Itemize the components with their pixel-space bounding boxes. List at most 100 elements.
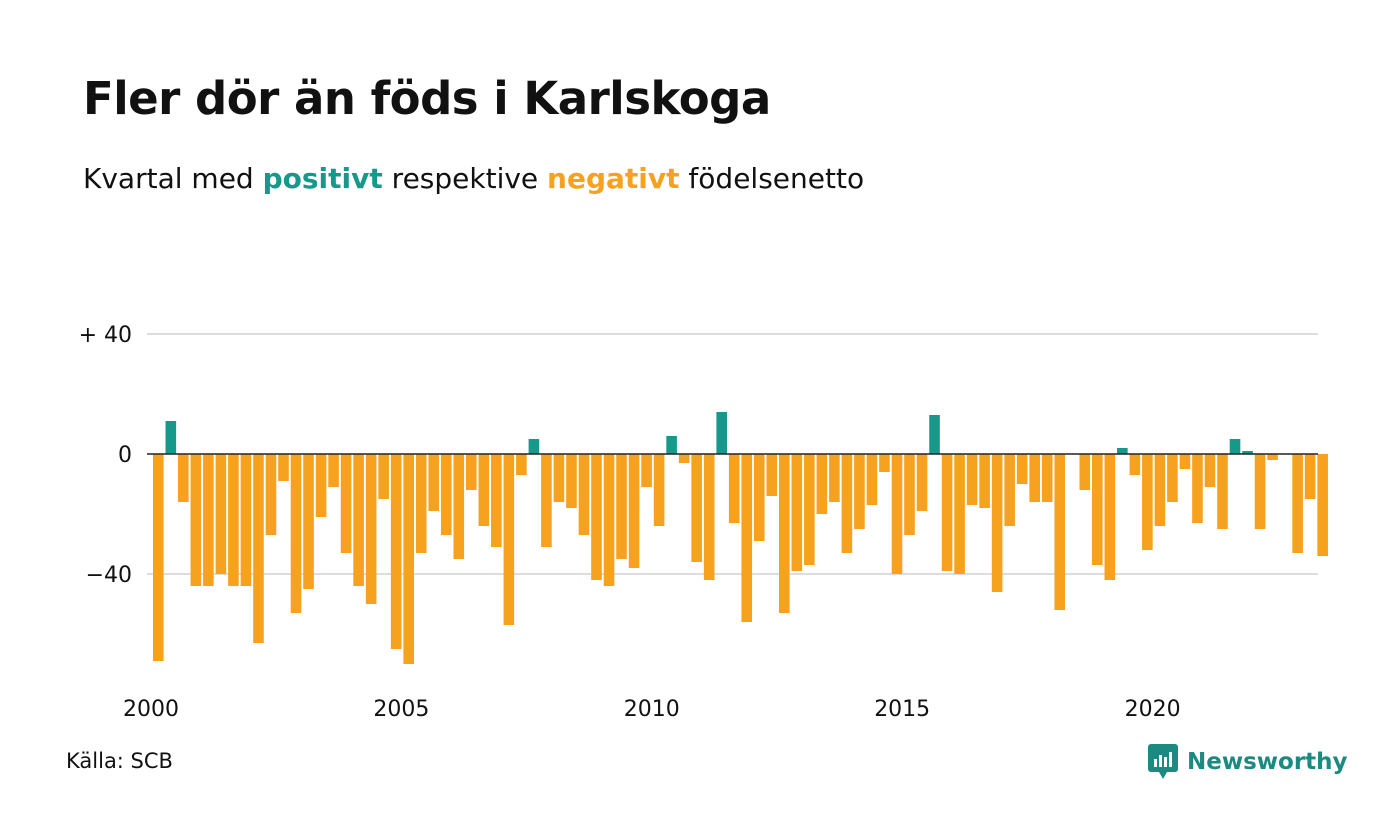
bar-negative bbox=[553, 454, 565, 502]
bar-negative bbox=[1204, 454, 1216, 487]
bar-positive bbox=[716, 412, 727, 454]
chart-title: Fler dör än föds i Karlskoga bbox=[83, 72, 771, 125]
bar-negative bbox=[453, 454, 465, 559]
bar-negative bbox=[240, 454, 252, 586]
subtitle-positive-label: positivt bbox=[262, 162, 383, 195]
bar-negative bbox=[228, 454, 239, 586]
bar-positive bbox=[666, 436, 677, 454]
bar-negative bbox=[1267, 454, 1278, 460]
bar-positive bbox=[1117, 448, 1128, 454]
bar-negative bbox=[991, 454, 1003, 592]
bar-negative bbox=[1167, 454, 1178, 502]
bar-positive bbox=[528, 439, 540, 454]
bar-negative bbox=[804, 454, 815, 565]
subtitle-negative-label: negativt bbox=[547, 162, 680, 195]
x-tick-label: 2005 bbox=[373, 697, 429, 722]
bar-negative bbox=[1304, 454, 1316, 499]
bar-negative bbox=[428, 454, 440, 511]
bar-negative bbox=[741, 454, 753, 622]
bar-negative bbox=[628, 454, 640, 568]
bar-negative bbox=[1179, 454, 1191, 469]
x-tick-label: 2010 bbox=[624, 697, 680, 722]
bar-negative bbox=[954, 454, 965, 574]
bar-negative bbox=[591, 454, 602, 580]
bar-negative bbox=[1154, 454, 1166, 526]
y-tick-label: 0 bbox=[118, 443, 132, 468]
bar-negative bbox=[478, 454, 490, 526]
grid-lines bbox=[147, 333, 1318, 575]
bar-negative bbox=[203, 454, 214, 586]
bar-negative bbox=[1016, 454, 1028, 484]
bar-negative bbox=[691, 454, 702, 562]
bar-negative bbox=[340, 454, 352, 553]
bar-negative bbox=[390, 454, 402, 649]
bar-negative bbox=[816, 454, 828, 514]
bar-negative bbox=[566, 454, 577, 508]
bar-negative bbox=[265, 454, 277, 535]
bar-negative bbox=[365, 454, 377, 604]
bar-negative bbox=[866, 454, 878, 505]
bar-negative bbox=[891, 454, 903, 574]
bar-negative bbox=[378, 454, 389, 499]
bar-negative bbox=[303, 454, 314, 589]
bar-negative bbox=[1192, 454, 1203, 523]
bar-negative bbox=[353, 454, 364, 586]
bar-negative bbox=[541, 454, 552, 547]
bar-negative bbox=[966, 454, 978, 505]
bar-negative bbox=[290, 454, 302, 613]
bar-negative bbox=[1142, 454, 1153, 550]
bar-negative bbox=[403, 454, 414, 664]
bar-negative bbox=[753, 454, 765, 541]
bar-negative bbox=[190, 454, 202, 586]
bar-negative bbox=[153, 454, 164, 661]
bar-negative bbox=[1217, 454, 1228, 529]
bar-negative bbox=[1041, 454, 1053, 502]
bar-negative bbox=[941, 454, 953, 571]
source-note: Källa: SCB bbox=[66, 749, 173, 773]
bar-negative bbox=[1254, 454, 1266, 529]
bar-negative bbox=[1104, 454, 1116, 580]
bar-negative bbox=[1029, 454, 1040, 502]
bar-positive bbox=[1229, 439, 1241, 454]
bar-negative bbox=[1004, 454, 1015, 526]
axes: + 40 0 −40 2000 2005 2010 2015 2020 bbox=[79, 323, 1318, 722]
bar-negative bbox=[1129, 454, 1141, 475]
y-tick-label: + 40 bbox=[79, 323, 132, 348]
bar-negative bbox=[904, 454, 915, 535]
bar-negative bbox=[466, 454, 477, 490]
bar-negative bbox=[440, 454, 452, 535]
bar-negative bbox=[653, 454, 665, 526]
newsworthy-logo-icon bbox=[1148, 744, 1178, 779]
x-tick-label: 2000 bbox=[123, 697, 179, 722]
bar-negative bbox=[916, 454, 928, 511]
subtitle-middle: respektive bbox=[382, 162, 548, 195]
logo-text: Newsworthy bbox=[1187, 749, 1348, 775]
bar-negative bbox=[278, 454, 289, 481]
bar-negative bbox=[766, 454, 778, 496]
bar-negative bbox=[491, 454, 502, 547]
bar-positive bbox=[165, 421, 177, 454]
bar-negative bbox=[703, 454, 715, 580]
bar-negative bbox=[678, 454, 690, 463]
bar-negative bbox=[516, 454, 527, 475]
bar-negative bbox=[603, 454, 615, 586]
bar-negative bbox=[728, 454, 740, 523]
bar-negative bbox=[1054, 454, 1066, 610]
x-tick-label: 2020 bbox=[1125, 697, 1181, 722]
newsworthy-logo[interactable]: Newsworthy bbox=[1148, 744, 1348, 780]
bar-negative bbox=[415, 454, 427, 553]
bar-negative bbox=[578, 454, 590, 535]
bar-negative bbox=[791, 454, 803, 571]
bar-negative bbox=[829, 454, 840, 502]
chart-subtitle: Kvartal med positivt respektive negativt… bbox=[83, 162, 864, 195]
bar-negative bbox=[1079, 454, 1091, 490]
bar-negative bbox=[328, 454, 339, 487]
bar-negative bbox=[178, 454, 189, 502]
bar-positive bbox=[929, 415, 940, 454]
bar-negative bbox=[854, 454, 865, 529]
subtitle-prefix: Kvartal med bbox=[83, 162, 263, 195]
bar-negative bbox=[779, 454, 790, 613]
bar-negative bbox=[253, 454, 264, 643]
bar-negative bbox=[1317, 454, 1328, 556]
